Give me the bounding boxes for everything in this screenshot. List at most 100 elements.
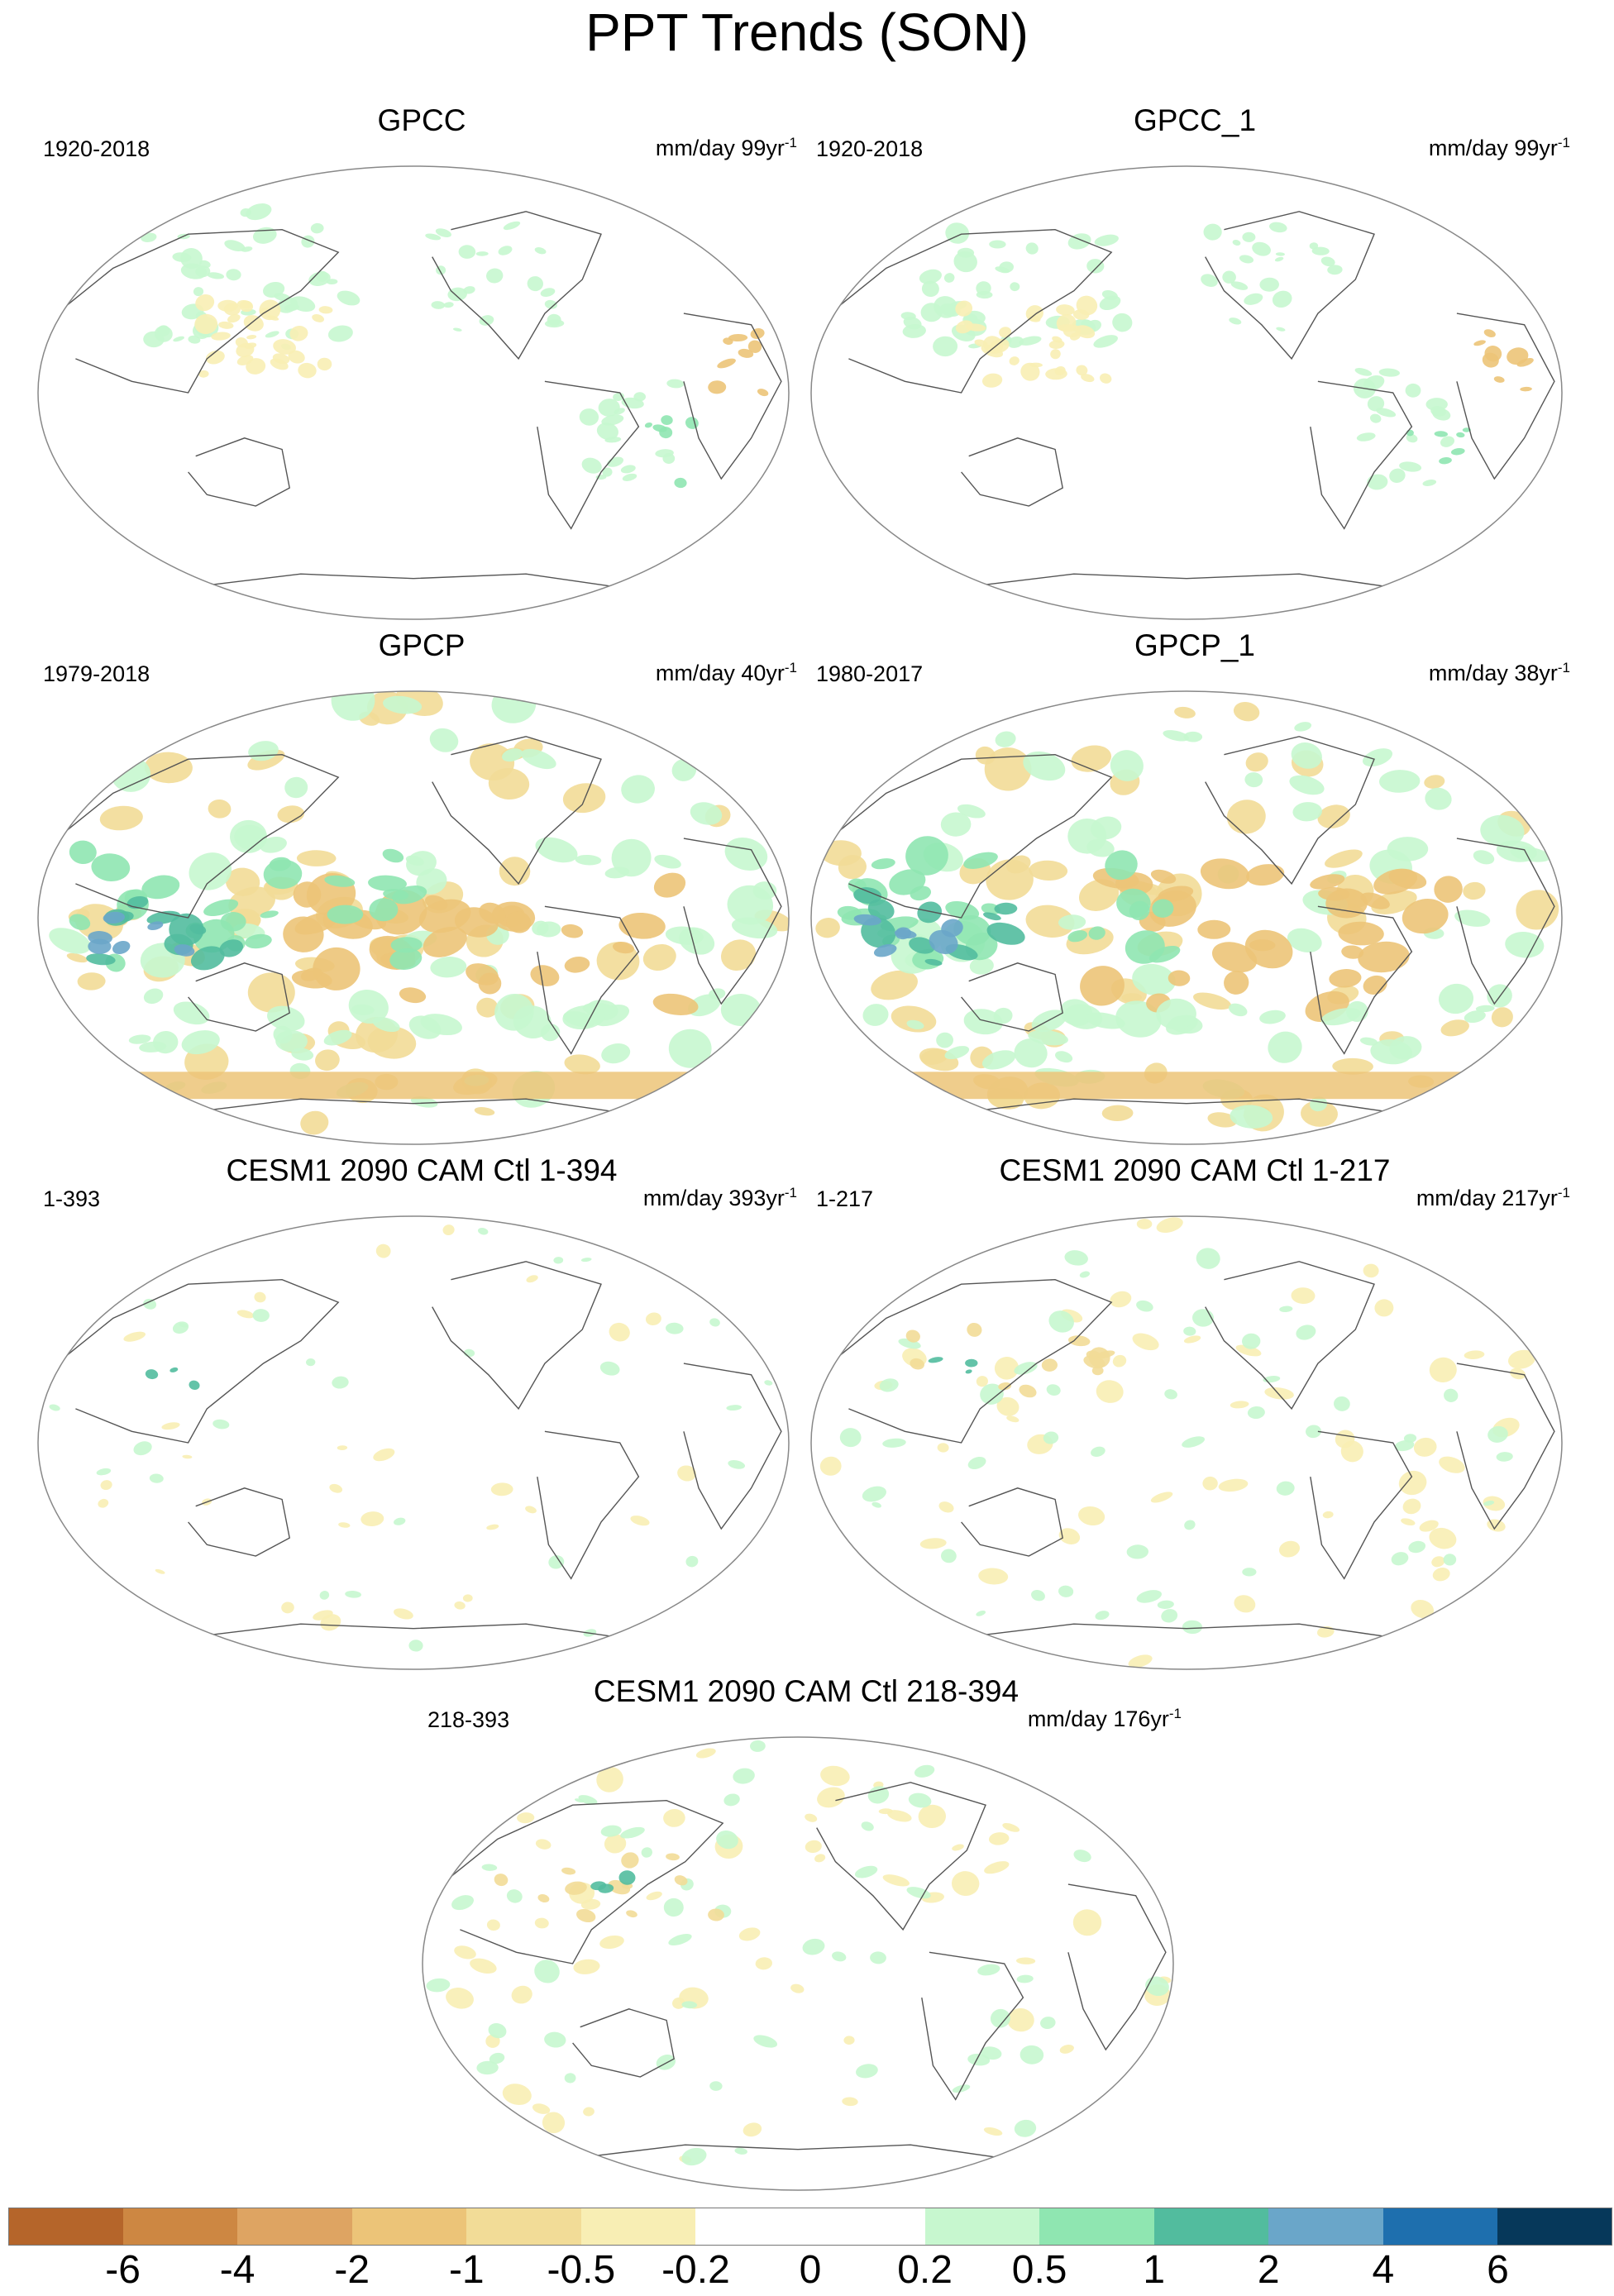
panel-units: mm/day 40yr-1 <box>656 660 797 686</box>
coastline <box>829 228 1113 394</box>
colorbar-box <box>8 2208 124 2246</box>
colorbar-box <box>351 2208 467 2246</box>
panel-units-exponent: -1 <box>1557 660 1570 675</box>
coastline <box>432 1261 602 1411</box>
coastline <box>1205 736 1375 885</box>
coastline <box>1456 1363 1555 1530</box>
coastline <box>1205 211 1375 360</box>
panel-units-exponent: -1 <box>1168 1706 1182 1721</box>
panel-units-text: mm/day 99yr <box>1428 136 1558 160</box>
panel-units: mm/day 99yr-1 <box>1429 135 1570 161</box>
coastline <box>432 211 602 360</box>
colorbar-tick-label: 0.2 <box>897 2248 953 2292</box>
panel-units-exponent: -1 <box>784 135 797 150</box>
coastline <box>980 1623 1393 1639</box>
coastline <box>537 905 640 1055</box>
coastline <box>1205 1261 1375 1411</box>
map-background <box>38 166 789 619</box>
trend-field <box>49 1224 773 1652</box>
world-map <box>37 1215 790 1670</box>
trend-field <box>426 1740 1172 2166</box>
colorbar-box <box>237 2208 353 2246</box>
coastline <box>1456 838 1555 1005</box>
colorbar-box <box>695 2208 811 2246</box>
colorbar-box <box>1153 2208 1269 2246</box>
colorbar-tick-label: 2 <box>1257 2248 1280 2292</box>
map-border <box>810 690 1563 1145</box>
colorbar <box>8 2208 1613 2249</box>
colorbar-tick-label: 4 <box>1372 2248 1395 2292</box>
panel-units: mm/day 99yr-1 <box>656 135 797 161</box>
world-map <box>37 165 790 620</box>
colorbar-box <box>924 2208 1040 2246</box>
map-panel: GPCP_1 1980-2017 mm/day 38yr-1 <box>806 628 1583 1145</box>
map-border <box>37 165 790 620</box>
colorbar-tick-label: 1 <box>1143 2248 1166 2292</box>
panel-units-text: mm/day 176yr <box>1027 1706 1169 1731</box>
map-border <box>810 165 1563 620</box>
coastline <box>432 736 602 885</box>
coastline <box>207 1098 620 1114</box>
world-map <box>810 690 1563 1145</box>
trend-field <box>38 691 789 1135</box>
panel-units-exponent: -1 <box>784 1185 797 1201</box>
colorbar-tick-label: 0 <box>799 2248 822 2292</box>
panel-units-text: mm/day 40yr <box>655 661 785 685</box>
panel-title: GPCP <box>378 628 466 662</box>
coastlines <box>56 1261 782 1639</box>
colorbar-box <box>1268 2208 1384 2246</box>
coastline <box>591 2144 1005 2160</box>
trend-field <box>141 203 769 489</box>
map-panel: GPCC_1 1920-2018 mm/day 99yr-1 <box>806 103 1583 620</box>
coastline <box>56 228 340 394</box>
map-panel: CESM1 2090 CAM Ctl 218-394 218-393 mm/day … <box>418 1674 1195 2191</box>
trend-field <box>811 702 1562 1132</box>
colorbar-tick-label: -1 <box>448 2248 485 2292</box>
world-map <box>810 1215 1563 1670</box>
panel-units-exponent: -1 <box>784 660 797 675</box>
map-border <box>810 1215 1563 1670</box>
figure-title: PPT Trends (SON) <box>585 2 1029 62</box>
panel-units-text: mm/day 99yr <box>655 136 785 160</box>
coastline <box>1456 313 1555 480</box>
colorbar-box <box>1382 2208 1498 2246</box>
panel-units-exponent: -1 <box>1557 135 1570 150</box>
map-border <box>422 1736 1174 2191</box>
coastline <box>188 962 290 1032</box>
colorbar-frame <box>8 2208 1612 2246</box>
colorbar-box <box>580 2208 696 2246</box>
coastline <box>683 838 782 1005</box>
panel-units: mm/day 217yr-1 <box>1416 1185 1570 1211</box>
panel-title: GPCC_1 <box>1133 103 1257 137</box>
map-background <box>423 1737 1173 2190</box>
coastline <box>961 437 1063 507</box>
map-background <box>38 1216 789 1669</box>
coastline <box>537 380 640 530</box>
colorbar-tick-label: 6 <box>1487 2248 1509 2292</box>
colorbar-tick-label: -6 <box>105 2248 141 2292</box>
map-panel: GPCP 1979-2018 mm/day 40yr-1 <box>33 628 810 1145</box>
world-map <box>810 165 1563 620</box>
coastline <box>921 1951 1024 2101</box>
coastlines <box>829 736 1555 1114</box>
coastline <box>980 1098 1393 1114</box>
coastline <box>816 1782 986 1931</box>
coastline <box>1310 1430 1413 1580</box>
panel-title: CESM1 2090 CAM Ctl 1-394 <box>226 1153 618 1187</box>
colorbar-box <box>1497 2208 1613 2246</box>
coastline <box>980 573 1393 589</box>
panel-period: 1-393 <box>43 1186 101 1211</box>
panel-units: mm/day 393yr-1 <box>643 1185 797 1211</box>
colorbar-box <box>466 2208 582 2246</box>
panel-title: GPCC <box>377 103 466 137</box>
map-border <box>37 1215 790 1670</box>
panel-units: mm/day 176yr-1 <box>1028 1706 1182 1732</box>
panel-units: mm/day 38yr-1 <box>1429 660 1570 686</box>
coastline <box>829 753 1113 919</box>
panel-period: 1920-2018 <box>816 136 924 161</box>
colorbar-tick-label: -0.5 <box>547 2248 616 2292</box>
coastline <box>56 1278 340 1444</box>
coastline <box>683 313 782 480</box>
coastline <box>829 1278 1113 1444</box>
coastline <box>188 1487 290 1557</box>
